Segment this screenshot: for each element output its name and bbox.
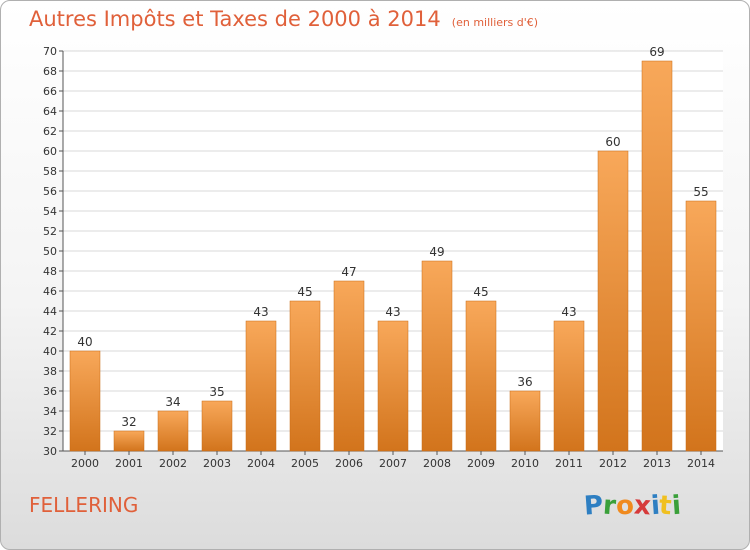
logo-letter: P	[582, 490, 605, 522]
y-tick-label: 70	[43, 45, 57, 58]
x-tick-label-2014: 2014	[687, 457, 715, 470]
bar-2003	[201, 400, 233, 452]
y-tick-label: 30	[43, 445, 57, 458]
bar-2012	[597, 150, 629, 452]
x-tick-label-2002: 2002	[159, 457, 187, 470]
bar-2011	[553, 320, 585, 452]
x-tick-label-2011: 2011	[555, 457, 583, 470]
x-tick-label-2009: 2009	[467, 457, 495, 470]
data-label-2003: 35	[209, 385, 224, 399]
y-tick-label: 36	[43, 385, 57, 398]
chart-title: Autres Impôts et Taxes de 2000 à 2014	[29, 7, 441, 31]
y-tick-label: 58	[43, 165, 57, 178]
data-label-2000: 40	[77, 335, 92, 349]
proxiti-logo: Proxiti	[582, 490, 682, 522]
x-tick-label-2006: 2006	[335, 457, 363, 470]
x-tick-label-2003: 2003	[203, 457, 231, 470]
bar-2001	[113, 430, 145, 452]
y-tick-label: 34	[43, 405, 57, 418]
chart-subtitle: (en milliers d'€)	[451, 16, 539, 29]
data-label-2013: 69	[649, 45, 664, 59]
y-tick-label: 66	[43, 85, 57, 98]
data-label-2001: 32	[121, 415, 136, 429]
y-tick-label: 64	[43, 105, 57, 118]
bar-2007	[377, 320, 409, 452]
y-tick-label: 38	[43, 365, 57, 378]
bar-2002	[157, 410, 189, 452]
x-tick-label-2005: 2005	[291, 457, 319, 470]
chart-title-block: Autres Impôts et Taxes de 2000 à 2014 (e…	[29, 7, 538, 31]
y-tick-label: 56	[43, 185, 57, 198]
x-tick-label-2010: 2010	[511, 457, 539, 470]
data-label-2009: 45	[473, 285, 488, 299]
data-label-2006: 47	[341, 265, 356, 279]
bar-2008	[421, 260, 453, 452]
bar-2013	[641, 60, 673, 452]
bar-2006	[333, 280, 365, 452]
x-tick-label-2004: 2004	[247, 457, 275, 470]
bar-2009	[465, 300, 497, 452]
x-tick-label-2007: 2007	[379, 457, 407, 470]
y-tick-label: 46	[43, 285, 57, 298]
data-label-2007: 43	[385, 305, 400, 319]
bar-2010	[509, 390, 541, 452]
y-tick-label: 42	[43, 325, 57, 338]
y-tick-label: 50	[43, 245, 57, 258]
data-label-2008: 49	[429, 245, 444, 259]
y-tick-label: 48	[43, 265, 57, 278]
data-label-2004: 43	[253, 305, 268, 319]
y-tick-label: 62	[43, 125, 57, 138]
bar-2005	[289, 300, 321, 452]
y-tick-label: 40	[43, 345, 57, 358]
logo-letter: x	[632, 490, 652, 522]
y-tick-label: 54	[43, 205, 57, 218]
bar-2004	[245, 320, 277, 452]
data-label-2011: 43	[561, 305, 576, 319]
y-tick-label: 44	[43, 305, 57, 318]
data-label-2014: 55	[693, 185, 708, 199]
logo-letter: o	[614, 490, 635, 522]
bar-2014	[685, 200, 717, 452]
x-tick-label-2001: 2001	[115, 457, 143, 470]
x-tick-label-2008: 2008	[423, 457, 451, 470]
data-label-2010: 36	[517, 375, 532, 389]
data-label-2012: 60	[605, 135, 620, 149]
y-tick-label: 52	[43, 225, 57, 238]
data-label-2005: 45	[297, 285, 312, 299]
x-tick-label-2000: 2000	[71, 457, 99, 470]
y-tick-label: 60	[43, 145, 57, 158]
logo-letter: i	[670, 490, 682, 522]
bar-2000	[69, 350, 101, 452]
commune-name: FELLERING	[29, 493, 139, 517]
data-label-2002: 34	[165, 395, 180, 409]
x-tick-label-2012: 2012	[599, 457, 627, 470]
y-tick-label: 68	[43, 65, 57, 78]
x-tick-label-2013: 2013	[643, 457, 671, 470]
y-tick-label: 32	[43, 425, 57, 438]
